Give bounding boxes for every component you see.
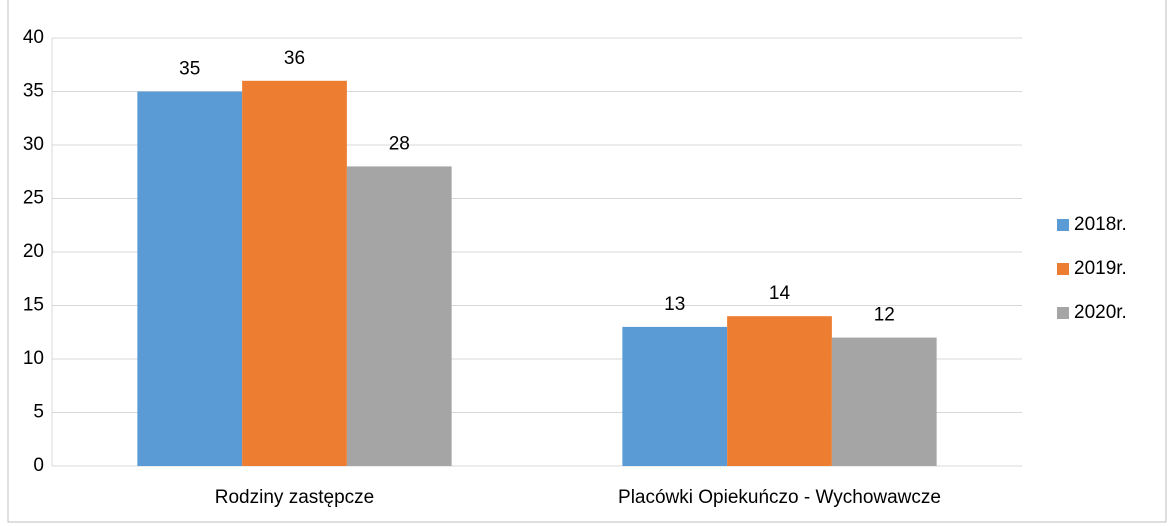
legend-swatch xyxy=(1057,219,1069,231)
legend-swatch xyxy=(1057,307,1069,319)
y-tick-label: 30 xyxy=(23,134,44,155)
y-tick-label: 20 xyxy=(23,241,44,262)
legend-label: 2020r. xyxy=(1074,302,1127,323)
data-label: 12 xyxy=(874,305,895,326)
y-tick-label: 15 xyxy=(23,295,44,316)
data-label: 36 xyxy=(284,48,305,69)
x-tick-label: Placówki Opiekuńczo - Wychowawcze xyxy=(618,487,941,508)
y-tick-label: 10 xyxy=(23,348,44,369)
legend-swatch xyxy=(1057,263,1069,275)
y-tick-label: 35 xyxy=(23,81,44,102)
data-label: 28 xyxy=(389,133,410,154)
legend-label: 2019r. xyxy=(1074,258,1127,279)
bar xyxy=(242,80,347,467)
y-tick-label: 25 xyxy=(23,188,44,209)
bar xyxy=(137,91,243,466)
data-label: 13 xyxy=(664,294,685,315)
y-tick-label: 0 xyxy=(33,455,44,476)
bar xyxy=(622,326,728,466)
y-tick-label: 40 xyxy=(23,27,44,48)
bar xyxy=(831,337,937,466)
bar xyxy=(346,166,452,466)
legend-label: 2018r. xyxy=(1074,214,1127,235)
bar xyxy=(727,316,832,466)
x-tick-label: Rodziny zastępcze xyxy=(215,487,374,508)
data-label: 14 xyxy=(769,283,791,304)
data-label: 35 xyxy=(179,59,200,80)
y-tick-label: 5 xyxy=(33,402,44,423)
chart-border xyxy=(7,0,1167,523)
